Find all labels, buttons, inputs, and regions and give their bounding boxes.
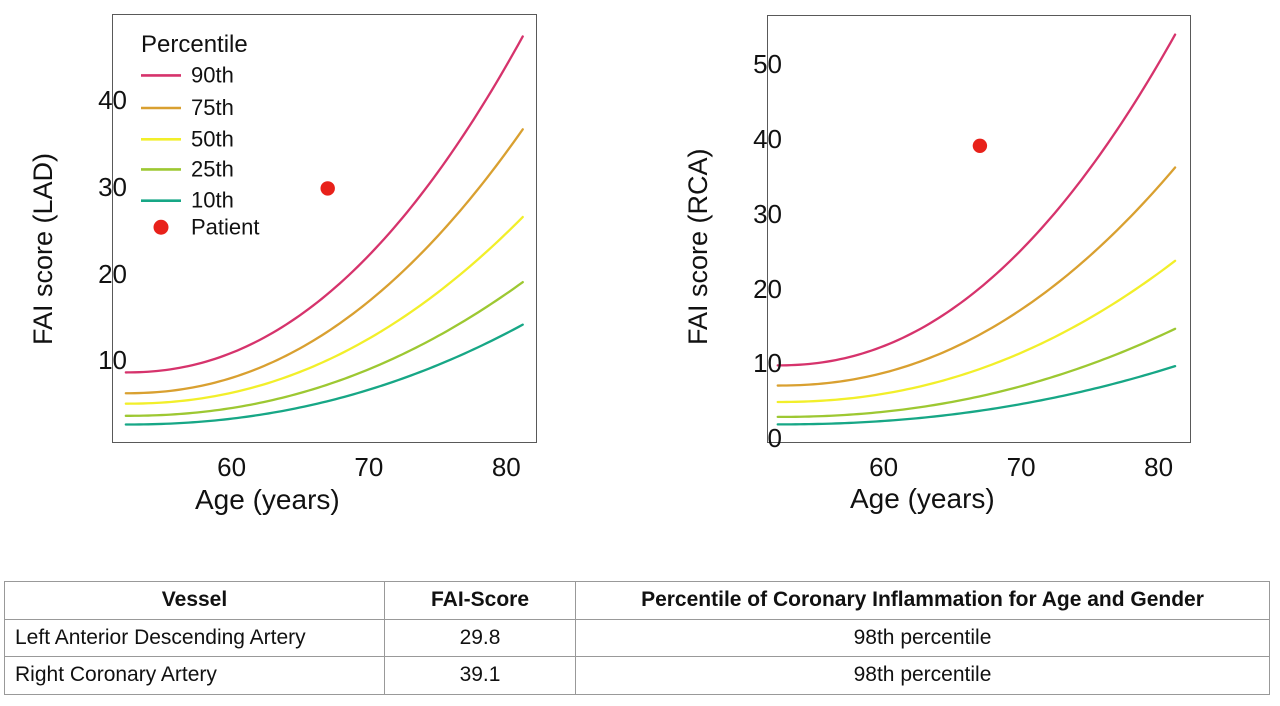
svg-text:90th: 90th [191,65,234,88]
svg-text:10th: 10th [191,188,234,213]
svg-text:75th: 75th [191,95,234,120]
svg-text:Patient: Patient [191,214,260,239]
svg-text:50th: 50th [191,126,234,151]
svg-text:25th: 25th [191,156,234,181]
